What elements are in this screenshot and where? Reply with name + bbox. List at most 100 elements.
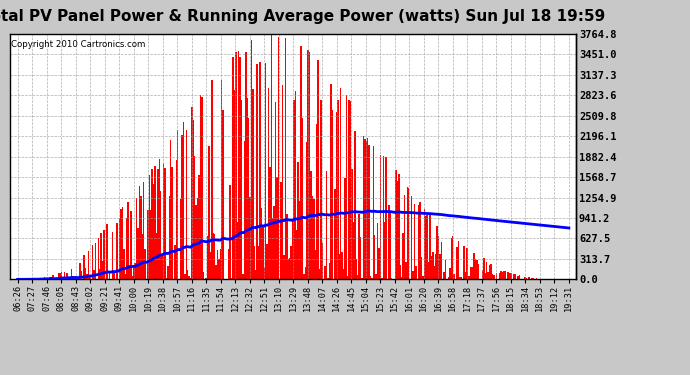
Bar <box>141 234 143 279</box>
Bar <box>61 272 62 279</box>
Bar <box>238 51 239 279</box>
Bar <box>116 223 117 279</box>
Bar <box>183 122 184 279</box>
Bar <box>353 222 354 279</box>
Bar <box>315 251 316 279</box>
Bar <box>286 214 288 279</box>
Bar <box>433 266 435 279</box>
Bar <box>41 278 43 279</box>
Bar <box>380 155 381 279</box>
Bar <box>42 278 44 279</box>
Bar <box>440 254 441 279</box>
Bar <box>330 84 332 279</box>
Bar <box>412 271 414 279</box>
Bar <box>426 214 428 279</box>
Bar <box>366 141 367 279</box>
Bar <box>337 100 339 279</box>
Bar <box>453 274 455 279</box>
Bar <box>517 276 519 279</box>
Bar <box>362 278 363 279</box>
Bar <box>259 62 261 279</box>
Bar <box>194 156 195 279</box>
Bar <box>299 201 300 279</box>
Bar <box>39 278 41 279</box>
Bar <box>161 255 163 279</box>
Bar <box>137 228 139 279</box>
Bar <box>79 263 81 279</box>
Bar <box>119 218 120 279</box>
Bar <box>170 140 171 279</box>
Bar <box>373 146 374 279</box>
Bar <box>456 247 457 279</box>
Bar <box>402 233 404 279</box>
Bar <box>120 209 122 279</box>
Bar <box>295 91 296 279</box>
Bar <box>264 268 265 279</box>
Bar <box>468 276 469 279</box>
Bar <box>429 214 431 279</box>
Bar <box>313 199 315 279</box>
Bar <box>448 278 449 279</box>
Bar <box>370 276 371 279</box>
Bar <box>459 277 460 279</box>
Bar <box>328 263 330 279</box>
Bar <box>482 270 483 279</box>
Bar <box>449 268 451 279</box>
Bar <box>421 256 422 279</box>
Bar <box>199 95 201 279</box>
Bar <box>258 246 259 279</box>
Bar <box>378 248 380 279</box>
Bar <box>500 271 502 279</box>
Bar <box>342 252 343 279</box>
Bar <box>519 275 520 279</box>
Bar <box>359 237 362 279</box>
Bar <box>382 156 384 279</box>
Bar <box>418 205 420 279</box>
Bar <box>375 274 377 279</box>
Bar <box>288 259 289 279</box>
Bar <box>167 266 168 279</box>
Bar <box>70 270 72 279</box>
Bar <box>86 274 88 279</box>
Bar <box>336 111 337 279</box>
Bar <box>414 204 415 279</box>
Bar <box>422 276 424 279</box>
Bar <box>106 224 108 279</box>
Bar <box>92 245 93 279</box>
Bar <box>490 264 492 279</box>
Bar <box>496 273 497 279</box>
Bar <box>215 265 217 279</box>
Bar <box>184 274 186 279</box>
Bar <box>140 196 141 279</box>
Bar <box>195 205 197 279</box>
Bar <box>277 37 279 279</box>
Bar <box>346 96 347 279</box>
Bar <box>533 278 534 279</box>
Bar <box>190 278 191 279</box>
Bar <box>50 278 51 279</box>
Bar <box>437 237 440 279</box>
Bar <box>66 273 68 279</box>
Bar <box>513 274 514 279</box>
Bar <box>62 277 63 279</box>
Bar <box>143 182 144 279</box>
Bar <box>457 241 459 279</box>
Bar <box>436 226 438 279</box>
Bar <box>270 35 272 279</box>
Bar <box>445 260 446 279</box>
Bar <box>499 273 500 279</box>
Bar <box>327 278 328 279</box>
Bar <box>89 277 90 279</box>
Bar <box>201 98 203 279</box>
Bar <box>351 169 353 279</box>
Bar <box>476 260 477 279</box>
Bar <box>529 277 530 279</box>
Bar <box>285 39 286 279</box>
Bar <box>397 181 398 279</box>
Bar <box>191 108 193 279</box>
Bar <box>280 182 282 279</box>
Bar <box>307 50 309 279</box>
Bar <box>284 255 285 279</box>
Bar <box>406 186 408 279</box>
Bar <box>350 101 351 279</box>
